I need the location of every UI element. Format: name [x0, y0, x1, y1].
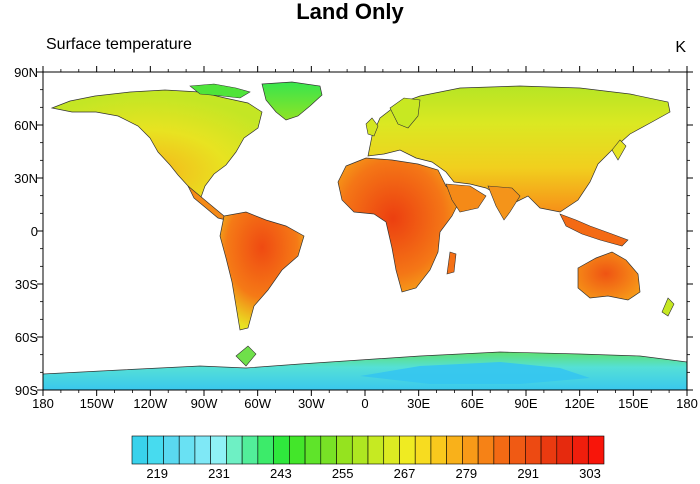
- lat-tick-label: 30S: [15, 277, 38, 292]
- lon-tick-label: 120W: [133, 396, 168, 411]
- australia-land: [577, 251, 641, 301]
- colorbar-box: [131, 435, 149, 465]
- lon-tick-label: 180: [32, 396, 54, 411]
- units-label: K: [675, 39, 686, 56]
- se-asia-islands-land: [559, 213, 629, 247]
- lon-tick-label: 150E: [618, 396, 649, 411]
- lon-tick-label: 0: [361, 396, 368, 411]
- lat-tick-label: 60S: [15, 330, 38, 345]
- map-title: Land Only: [296, 0, 404, 24]
- lon-tick-label: 90E: [514, 396, 537, 411]
- antarctic-peninsula-land: [235, 345, 257, 367]
- lon-tick-label: 90W: [191, 396, 218, 411]
- greenland-land: [261, 81, 323, 121]
- lat-tick-label: 30N: [14, 171, 38, 186]
- north-america-land: [50, 89, 263, 201]
- colorbar-box: [257, 435, 274, 465]
- colorbar-box: [399, 435, 416, 465]
- japan-land: [611, 139, 627, 161]
- latitude-ticks: 90N 60N 30N 0 30S 60S 90S: [14, 65, 693, 398]
- colorbar-box: [163, 435, 180, 465]
- land-fill: [43, 81, 687, 390]
- colorbar-box: [320, 435, 337, 465]
- colorbar-box: [446, 435, 463, 465]
- lon-tick-label: 120E: [564, 396, 595, 411]
- new-zealand-land: [661, 297, 675, 317]
- colorbar-label: 291: [517, 466, 539, 481]
- arctic-islands-land: [189, 83, 251, 99]
- colorbar-box: [525, 435, 542, 465]
- scandinavia-land: [389, 97, 421, 129]
- lon-tick-label: 30W: [298, 396, 325, 411]
- lon-tick-label: 150W: [80, 396, 115, 411]
- colorbar-box: [587, 435, 605, 465]
- south-america-land: [219, 211, 305, 331]
- colorbar-label: 279: [455, 466, 477, 481]
- lat-tick-label: 90N: [14, 65, 38, 80]
- colorbar-box: [147, 435, 164, 465]
- longitude-ticks: 180 150W 120W 90W 60W 30W 0 30E 60E 90E 120E 150E 18…: [32, 66, 698, 411]
- colorbar-label: 303: [579, 466, 601, 481]
- colorbar-box: [367, 435, 385, 465]
- colorbar-box: [210, 435, 227, 465]
- colorbar-box: [194, 435, 211, 465]
- colorbar-box: [414, 435, 432, 465]
- madagascar-land: [446, 251, 457, 275]
- colorbar-box: [336, 435, 353, 465]
- colorbar-labels: 219 231 243 255 267 279 291 303: [146, 466, 601, 481]
- colorbar-label: 267: [394, 466, 416, 481]
- lon-tick-label: 60W: [244, 396, 271, 411]
- colorbar-box: [241, 435, 259, 465]
- colorbar-box: [477, 435, 495, 465]
- colorbar-box: [351, 435, 369, 465]
- colorbar-label: 219: [146, 466, 168, 481]
- colorbar-box: [289, 435, 306, 465]
- colorbar-box: [226, 435, 243, 465]
- colorbar-label: 243: [270, 466, 292, 481]
- lat-tick-label: 90S: [15, 383, 38, 398]
- colorbar-box: [383, 435, 400, 465]
- colorbar-box: [304, 435, 322, 465]
- colorbar-label: 255: [332, 466, 354, 481]
- india-land: [487, 185, 521, 221]
- colorbar-box: [572, 435, 589, 465]
- arabia-land: [445, 183, 487, 213]
- colorbar-box: [178, 435, 196, 465]
- lat-tick-label: 0: [31, 224, 38, 239]
- colorbar-box: [540, 435, 558, 465]
- colorbar-box: [509, 435, 526, 465]
- eurasia-land: [367, 85, 671, 213]
- antarctica-interior: [360, 362, 590, 384]
- colorbar-box: [556, 435, 573, 465]
- colorbar-label: 231: [208, 466, 230, 481]
- lon-tick-label: 60E: [461, 396, 484, 411]
- lon-tick-label: 30E: [407, 396, 430, 411]
- lat-tick-label: 60N: [14, 118, 38, 133]
- british-isles-land: [365, 117, 379, 137]
- africa-land: [337, 157, 461, 293]
- colorbar: [131, 435, 605, 465]
- colorbar-box: [273, 435, 290, 465]
- colorbar-box: [430, 435, 447, 465]
- colorbar-box: [462, 435, 479, 465]
- lon-tick-label: 180: [676, 396, 698, 411]
- left-string: Surface temperature: [46, 36, 192, 53]
- colorbar-box: [493, 435, 510, 465]
